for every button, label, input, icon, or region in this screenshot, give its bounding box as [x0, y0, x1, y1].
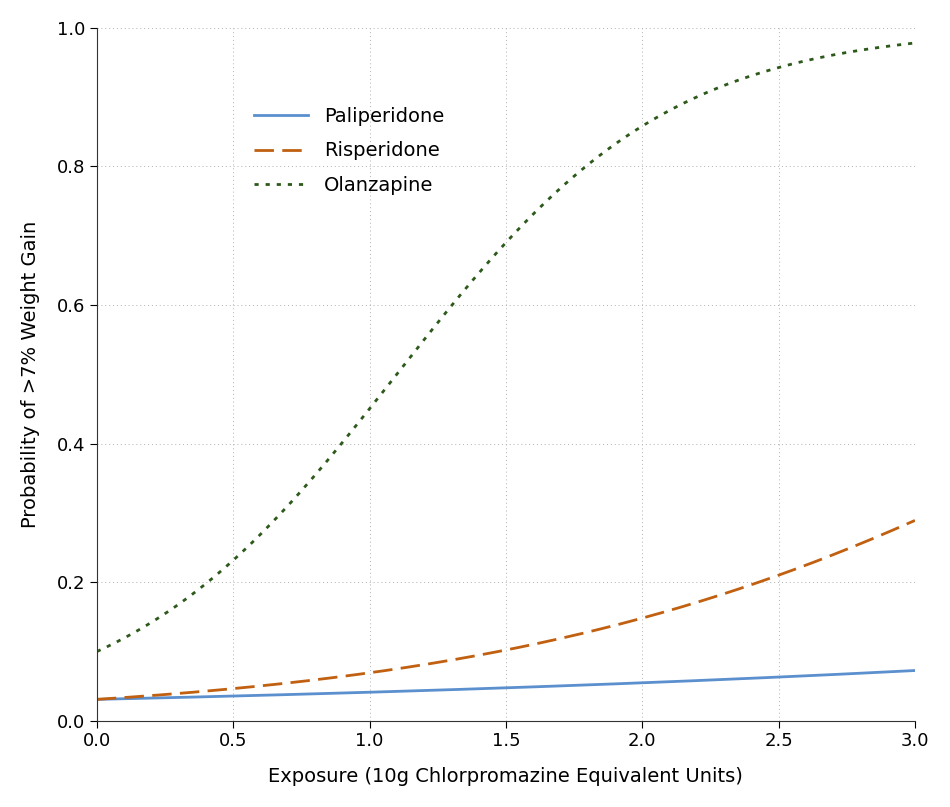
Paliperidone: [744, 674, 755, 684]
Risperidone: [175, 688, 186, 698]
Paliperidone: [909, 666, 921, 675]
Olanzapine: [451, 294, 463, 303]
Paliperidone: [422, 686, 433, 696]
Olanzapine: [909, 38, 921, 48]
Paliperidone: [729, 674, 740, 684]
Paliperidone: [175, 692, 186, 702]
Olanzapine: [91, 646, 103, 656]
Olanzapine: [744, 72, 755, 82]
Risperidone: [744, 580, 755, 590]
Line: Olanzapine: Olanzapine: [97, 43, 915, 651]
Line: Paliperidone: Paliperidone: [97, 671, 915, 700]
Olanzapine: [422, 330, 433, 340]
Olanzapine: [653, 111, 664, 121]
Risperidone: [422, 659, 433, 669]
Line: Risperidone: Risperidone: [97, 521, 915, 700]
Olanzapine: [175, 598, 186, 608]
Legend: Paliperidone, Risperidone, Olanzapine: Paliperidone, Risperidone, Olanzapine: [254, 107, 444, 195]
Paliperidone: [653, 677, 664, 687]
Risperidone: [909, 516, 921, 525]
X-axis label: Exposure (10g Chlorpromazine Equivalent Units): Exposure (10g Chlorpromazine Equivalent …: [269, 767, 743, 786]
Paliperidone: [91, 695, 103, 705]
Paliperidone: [451, 684, 463, 694]
Risperidone: [451, 654, 463, 664]
Risperidone: [729, 585, 740, 595]
Y-axis label: Probability of >7% Weight Gain: Probability of >7% Weight Gain: [21, 220, 40, 528]
Risperidone: [91, 695, 103, 705]
Risperidone: [653, 608, 664, 618]
Olanzapine: [729, 77, 740, 86]
